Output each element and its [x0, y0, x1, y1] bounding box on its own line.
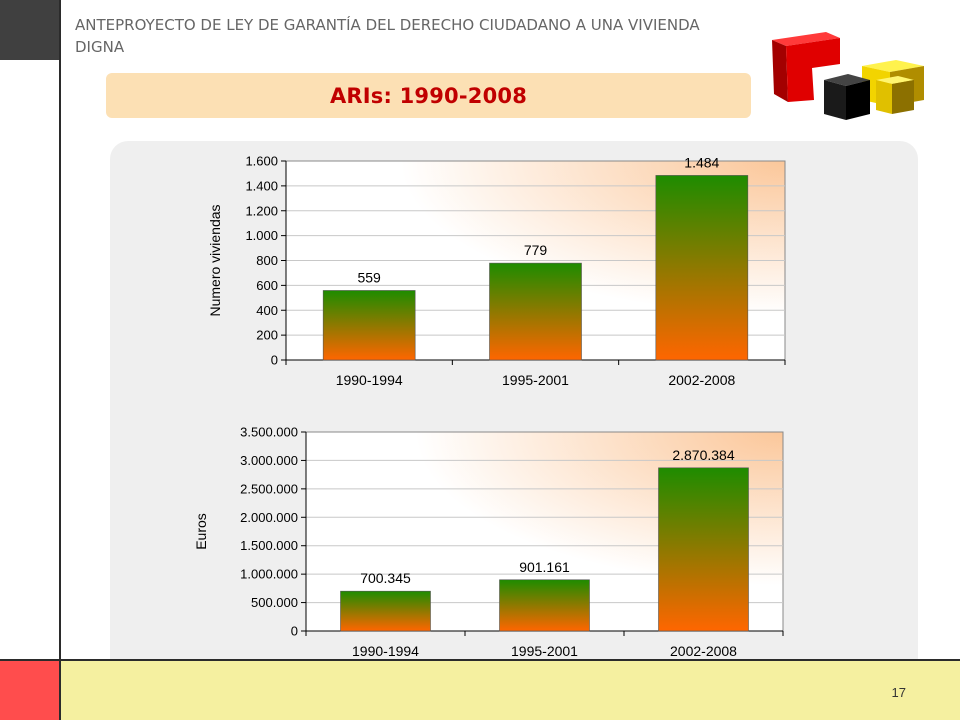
y-tick-label: 800	[256, 253, 278, 268]
bar-value-label: 559	[357, 269, 381, 285]
bar	[655, 175, 749, 361]
bar	[340, 590, 431, 632]
corner-dark-block	[0, 0, 60, 60]
y-tick-label: 1.500.000	[240, 538, 298, 553]
y-tick-label: 1.200	[245, 203, 278, 218]
y-tick-label: 200	[256, 328, 278, 343]
cubes-logo-icon	[766, 18, 934, 128]
x-tick-label: 2002-2008	[670, 643, 737, 659]
y-tick-label: 400	[256, 303, 278, 318]
horizontal-divider	[0, 659, 960, 661]
y-tick-label: 0	[271, 353, 278, 368]
slide-title: ARIs: 1990-2008	[329, 83, 528, 108]
bar-value-label: 1.484	[684, 154, 719, 170]
page-number: 17	[891, 685, 906, 700]
y-axis-title: Numero viviendas	[207, 204, 223, 316]
bar	[658, 467, 749, 632]
y-tick-label: 3.000.000	[240, 453, 298, 468]
y-tick-label: 2.000.000	[240, 510, 298, 525]
bar-value-label: 779	[524, 242, 548, 258]
bar-value-label: 700.345	[360, 570, 411, 586]
y-tick-label: 3.500.000	[240, 425, 298, 440]
y-tick-label: 1.600	[245, 154, 278, 169]
bar-value-label: 2.870.384	[672, 447, 734, 463]
y-axis-title: Euros	[193, 513, 209, 550]
x-tick-label: 2002-2008	[668, 372, 735, 388]
chart-viviendas: 0 200 400 600 800 1.000 1.200 1.400 1.600 559 1990…	[110, 141, 810, 401]
title-banner: ARIs: 1990-2008	[106, 73, 751, 118]
x-tick-label: 1990-1994	[336, 372, 403, 388]
corner-red-block	[0, 661, 59, 720]
footer-band	[61, 661, 960, 720]
slide-header: ANTEPROYECTO DE LEY DE GARANTÍA DEL DERE…	[75, 16, 700, 56]
x-tick-label: 1995-2001	[511, 643, 578, 659]
chart-svg: 0 500.000 1.000.000 1.500.000 2.000.000 2.500…	[193, 425, 784, 659]
bar	[489, 262, 582, 361]
x-tick-label: 1995-2001	[502, 372, 569, 388]
y-tick-label: 1.400	[245, 178, 278, 193]
y-tick-label: 2.500.000	[240, 481, 298, 496]
bar	[499, 579, 590, 632]
y-tick-label: 1.000	[245, 228, 278, 243]
chart-euros: 0 500.000 1.000.000 1.500.000 2.000.000 2.500…	[110, 415, 810, 660]
y-tick-label: 1.000.000	[240, 567, 298, 582]
bar	[322, 290, 416, 361]
chart-svg: 0 200 400 600 800 1.000 1.200 1.400 1.600 559 1990…	[207, 154, 786, 388]
x-tick-label: 1990-1994	[352, 643, 419, 659]
bar-value-label: 901.161	[519, 559, 570, 575]
y-tick-label: 0	[291, 624, 298, 639]
y-tick-label: 600	[256, 278, 278, 293]
vertical-divider	[59, 0, 61, 720]
y-tick-label: 500.000	[251, 595, 298, 610]
